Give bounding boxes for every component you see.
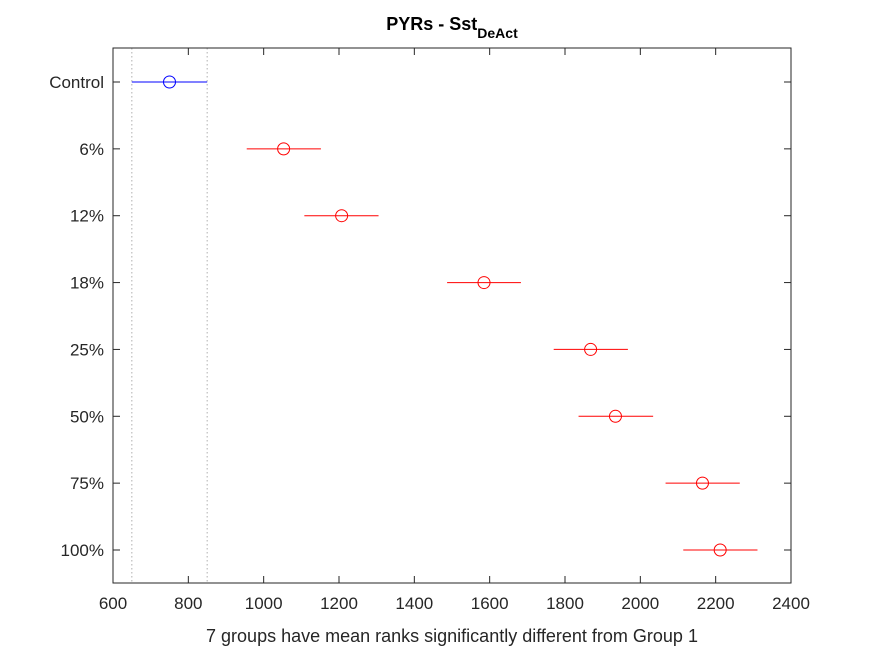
group-interval-3: [447, 276, 521, 290]
chart-title: PYRs - SstDeAct: [386, 14, 518, 41]
x-tick-label: 2200: [697, 594, 735, 613]
x-axis-ticks: 600 800 1000 1200 1400 1600 1800 2000 2200 2400: [99, 48, 810, 613]
mean-marker: [477, 276, 491, 290]
chart-title-main: PYRs - Sst: [386, 14, 477, 34]
x-tick-label: 1600: [471, 594, 509, 613]
y-tick-label: 100%: [61, 541, 104, 560]
x-tick-label: 800: [174, 594, 202, 613]
y-tick-label: 12%: [70, 207, 104, 226]
x-axis-label: 7 groups have mean ranks significantly d…: [206, 626, 698, 646]
x-tick-label: 2000: [621, 594, 659, 613]
y-axis-ticks: Control 6% 12% 18% 25% 50% 75% 100%: [49, 73, 791, 560]
x-tick-label: 1800: [546, 594, 584, 613]
mean-marker: [163, 75, 176, 89]
x-tick-label: 2400: [772, 594, 810, 613]
x-tick-label: 600: [99, 594, 127, 613]
mean-marker: [713, 543, 727, 557]
mean-marker: [584, 342, 598, 356]
group-interval-4: [553, 342, 628, 356]
x-tick-label: 1400: [395, 594, 433, 613]
mean-marker: [277, 142, 291, 156]
y-tick-label: 75%: [70, 474, 104, 493]
y-tick-label: 18%: [70, 274, 104, 293]
group-interval-1: [246, 142, 321, 156]
x-tick-label: 1000: [245, 594, 283, 613]
y-tick-label: Control: [49, 73, 104, 92]
mean-marker: [608, 409, 622, 423]
axes-box: [112, 47, 792, 584]
chart-title-subscript: DeAct: [477, 25, 518, 41]
group-interval-5: [578, 409, 654, 423]
group-interval-7: [683, 543, 758, 557]
x-tick-label: 1200: [320, 594, 358, 613]
y-tick-label: 25%: [70, 340, 104, 359]
group-interval-0: [131, 75, 208, 89]
reference-lines: [131, 48, 208, 583]
group-interval-2: [304, 209, 379, 223]
y-tick-label: 50%: [70, 407, 104, 426]
mean-marker: [335, 209, 349, 223]
comparison-intervals: [131, 75, 758, 557]
mean-marker: [695, 476, 709, 490]
y-tick-label: 6%: [79, 140, 104, 159]
group-interval-6: [665, 476, 740, 490]
